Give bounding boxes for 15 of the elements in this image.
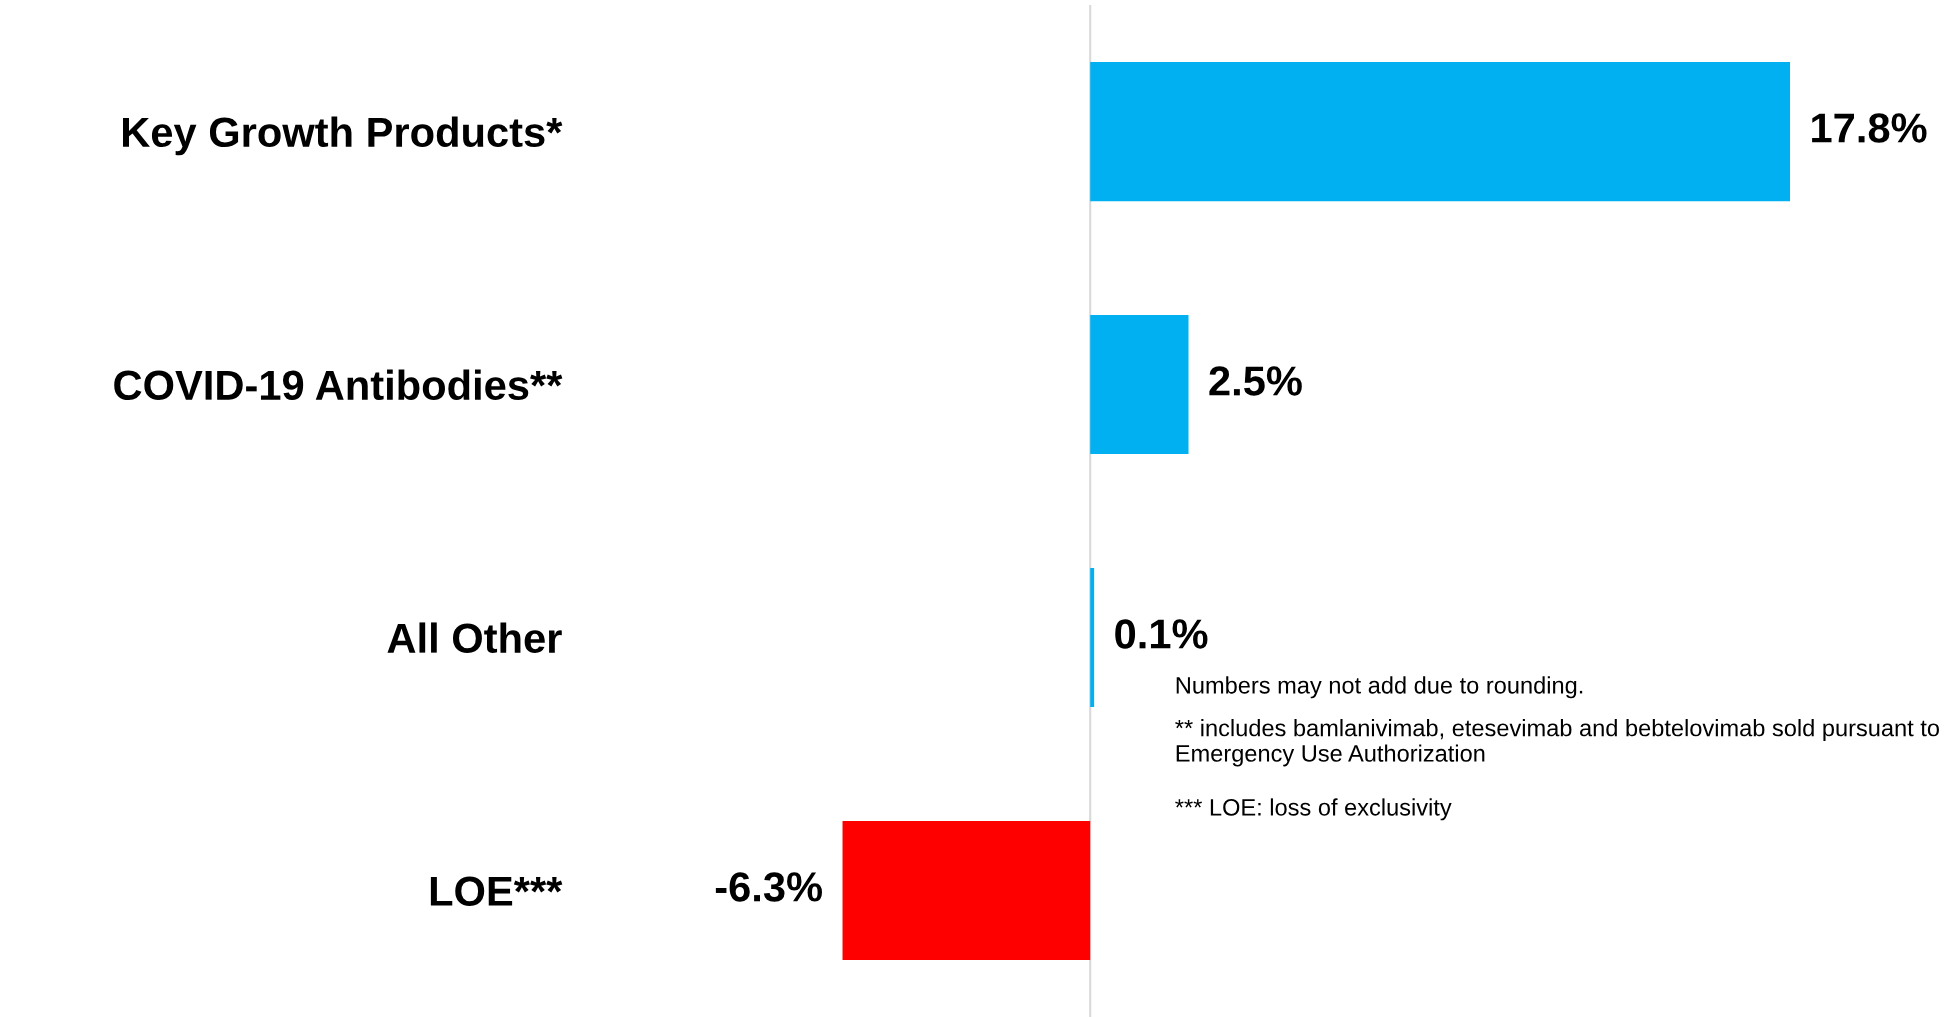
data-label: 17.8% xyxy=(1812,113,1927,143)
bar xyxy=(842,820,1091,961)
bar xyxy=(1090,567,1095,708)
data-label: 2.5% xyxy=(1209,366,1302,396)
data-label: 0.1% xyxy=(1115,619,1208,649)
bar xyxy=(1090,314,1189,455)
data-label: -6.3% xyxy=(715,872,822,902)
annotation: *** LOE: loss of exclusivity xyxy=(1175,798,1452,821)
y-tick-label: Key Growth Products* xyxy=(123,116,563,156)
annotation: Numbers may not add due to rounding. xyxy=(1176,676,1583,699)
bar xyxy=(1090,62,1791,202)
y-tick-label: LOE*** xyxy=(430,876,563,907)
y-tick-label: COVID-19 Antibodies** xyxy=(114,369,563,401)
annotation: ** includes bamlanivimab, etesevimab and bebtelovimab sold pursuant to Emergency Use Authorization xyxy=(1175,719,1939,767)
y-tick-label: All Other xyxy=(387,622,562,654)
